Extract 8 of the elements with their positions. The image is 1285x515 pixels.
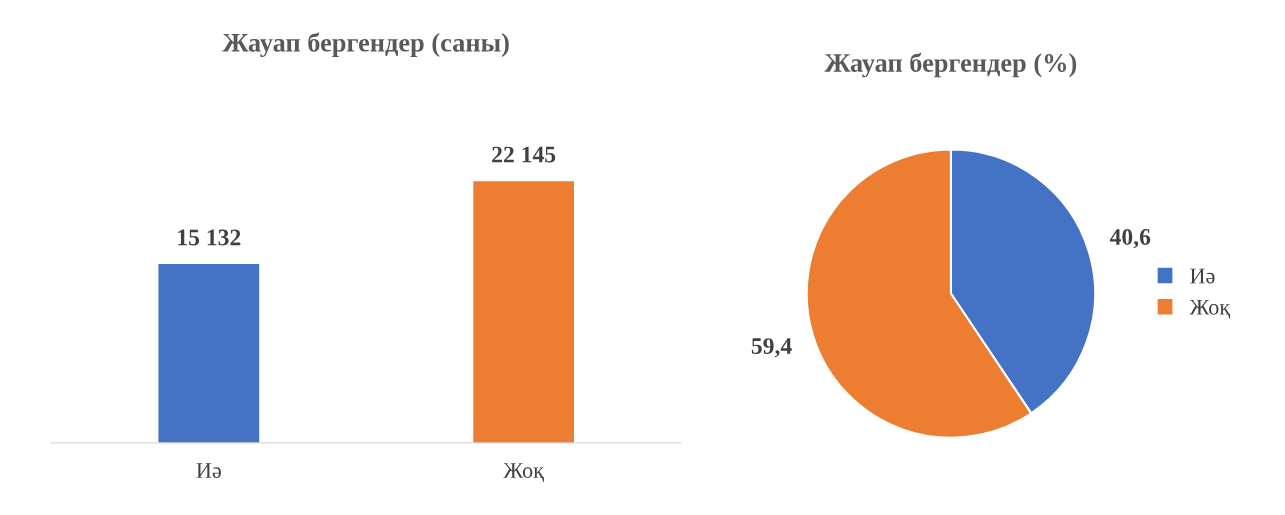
legend-label: Жоқ: [1189, 299, 1231, 319]
chart-title: Жауап бергендер (саны): [222, 32, 509, 58]
data-label: 40,6: [1109, 228, 1151, 249]
legend-label: Иә: [1190, 268, 1215, 284]
data-label: 15 132: [178, 229, 241, 246]
data-label: 22 145: [492, 146, 556, 163]
chart-title: Жауап бергендер (%): [824, 52, 1077, 78]
data-label: 59,4: [751, 338, 792, 358]
